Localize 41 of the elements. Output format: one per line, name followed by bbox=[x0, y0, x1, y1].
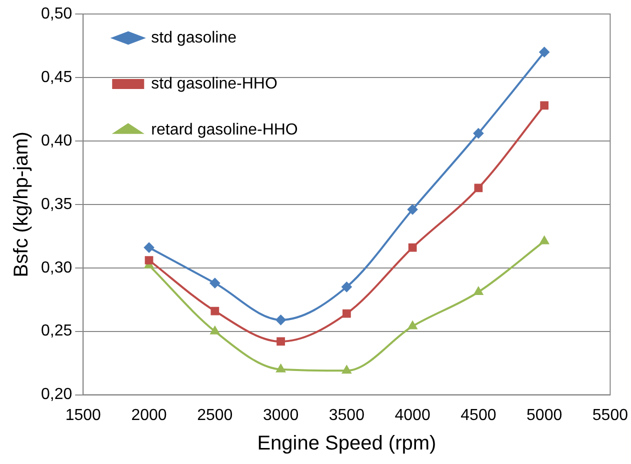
point bbox=[473, 128, 484, 138]
point bbox=[540, 101, 549, 110]
point bbox=[210, 326, 220, 334]
legend-label: retard gasoline-HHO bbox=[151, 121, 298, 138]
point bbox=[408, 243, 417, 252]
x-tick-label: 1500 bbox=[65, 406, 102, 424]
x-tick-label: 2500 bbox=[197, 406, 233, 424]
point bbox=[144, 256, 154, 264]
x-tick-label: 3000 bbox=[262, 406, 299, 424]
point bbox=[342, 309, 351, 318]
point bbox=[342, 366, 352, 374]
point bbox=[540, 236, 549, 244]
x-tick-label: 5500 bbox=[592, 406, 628, 424]
legend-label: std gasoline bbox=[151, 29, 237, 46]
x-tick-label: 2000 bbox=[131, 406, 167, 424]
x-tick-label: 4000 bbox=[394, 406, 430, 424]
point bbox=[474, 184, 483, 192]
point bbox=[408, 321, 418, 330]
point bbox=[342, 282, 352, 292]
point bbox=[474, 286, 483, 295]
point bbox=[210, 306, 220, 316]
x-axis-title: Engine Speed (rpm) bbox=[257, 432, 436, 455]
y-tick-label: 0,20 bbox=[41, 386, 72, 404]
x-tick-label: 3500 bbox=[328, 406, 365, 424]
y-tick-label: 0,30 bbox=[41, 259, 72, 276]
point bbox=[210, 278, 220, 288]
point bbox=[276, 364, 286, 372]
y-axis-title: Bsfc (kg/hp-jam) bbox=[10, 132, 33, 278]
legend-label: std gasoline-HHO bbox=[151, 75, 278, 92]
x-tick-label: 4500 bbox=[460, 406, 496, 424]
point bbox=[144, 242, 154, 253]
y-tick-label: 0,40 bbox=[41, 132, 72, 150]
point bbox=[408, 204, 418, 214]
point bbox=[276, 337, 285, 346]
point bbox=[539, 47, 550, 58]
point bbox=[276, 314, 286, 325]
y-tick-label: 0,25 bbox=[41, 322, 72, 340]
y-tick-label: 0,35 bbox=[41, 196, 72, 213]
y-tick-label: 0,45 bbox=[41, 68, 72, 86]
y-tick-label: 0,50 bbox=[41, 5, 72, 22]
x-tick-label: 5000 bbox=[526, 406, 562, 424]
